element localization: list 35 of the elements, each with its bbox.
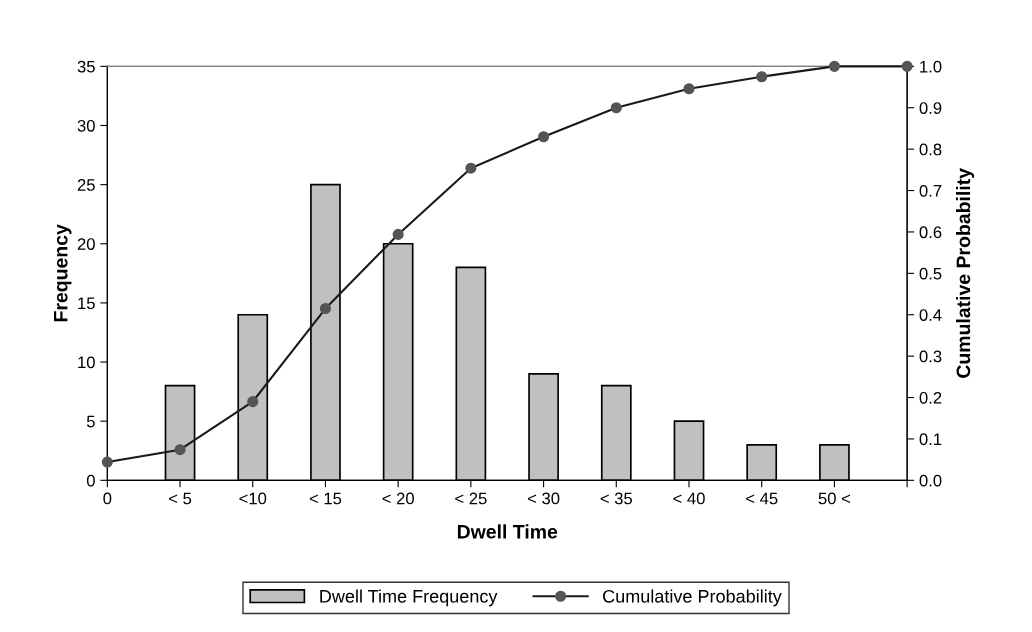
y-tick-label: 10 (78, 356, 95, 369)
x-tick-label: < 45 (746, 492, 778, 505)
y2-axis-title: Cumulative Probability (955, 168, 975, 378)
x-tick-label: < 5 (169, 492, 192, 505)
y2-tick-label: 1.0 (920, 60, 942, 73)
legend-label: Cumulative Probability (603, 589, 782, 607)
x-tick-label: < 25 (455, 492, 487, 505)
y2-tick-label: 0.9 (919, 102, 942, 114)
x-tick-label: < 40 (673, 492, 705, 505)
x-tick-label: <10 (239, 492, 267, 505)
y-tick-label: 30 (77, 119, 95, 132)
y-tick-label: 25 (77, 179, 95, 191)
y2-tick-label: 0.2 (919, 391, 942, 404)
y-tick-label: 35 (77, 60, 95, 73)
y-axis-title: Frequency (54, 224, 72, 322)
x-tick-label: < 30 (527, 492, 560, 505)
y-tick-label: 5 (86, 415, 95, 428)
y2-tick-label: 0.7 (919, 184, 942, 197)
x-tick-label: < 35 (600, 492, 633, 505)
y-tick-label: 0 (86, 474, 95, 487)
y-tick-label: 15 (78, 297, 95, 310)
y2-tick-label: 0.0 (919, 474, 942, 487)
y2-tick-label: 0.6 (919, 226, 942, 239)
x-tick-label: < 20 (382, 492, 414, 505)
x-tick-label: 50 < (818, 492, 851, 505)
y2-tick-label: 0.8 (919, 143, 942, 156)
x-tick-label: < 15 (309, 492, 342, 505)
y2-tick-label: 0.1 (919, 433, 942, 446)
y-tick-label: 20 (77, 238, 95, 250)
legend-label: Dwell Time Frequency (320, 589, 498, 607)
y2-tick-label: 0.3 (919, 350, 942, 363)
x-axis-title: Dwell Time (457, 524, 558, 539)
y2-tick-label: 0.4 (919, 309, 942, 321)
y2-tick-label: 0.5 (919, 267, 942, 280)
x-tick-label: 0 (103, 492, 112, 505)
